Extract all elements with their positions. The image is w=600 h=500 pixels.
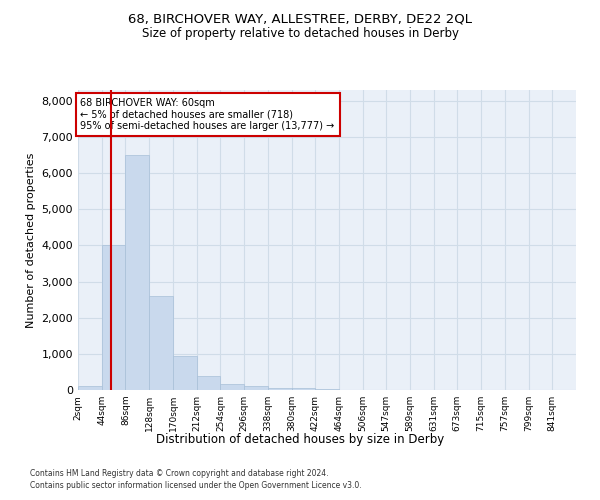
Bar: [316, 389, 339, 390]
Text: Distribution of detached houses by size in Derby: Distribution of detached houses by size …: [156, 432, 444, 446]
Text: 68, BIRCHOVER WAY, ALLESTREE, DERBY, DE22 2QL: 68, BIRCHOVER WAY, ALLESTREE, DERBY, DE2…: [128, 12, 472, 26]
Bar: [102, 246, 125, 390]
Text: Contains HM Land Registry data © Crown copyright and database right 2024.: Contains HM Land Registry data © Crown c…: [30, 468, 329, 477]
Text: Size of property relative to detached houses in Derby: Size of property relative to detached ho…: [142, 28, 458, 40]
Bar: [197, 376, 220, 390]
Bar: [78, 386, 102, 390]
Bar: [292, 388, 316, 390]
Bar: [268, 388, 292, 390]
Bar: [125, 155, 149, 390]
Bar: [220, 384, 244, 390]
Bar: [149, 296, 173, 390]
Y-axis label: Number of detached properties: Number of detached properties: [26, 152, 36, 328]
Bar: [244, 386, 268, 390]
Text: Contains public sector information licensed under the Open Government Licence v3: Contains public sector information licen…: [30, 481, 362, 490]
Bar: [173, 356, 197, 390]
Text: 68 BIRCHOVER WAY: 60sqm
← 5% of detached houses are smaller (718)
95% of semi-de: 68 BIRCHOVER WAY: 60sqm ← 5% of detached…: [80, 98, 335, 130]
